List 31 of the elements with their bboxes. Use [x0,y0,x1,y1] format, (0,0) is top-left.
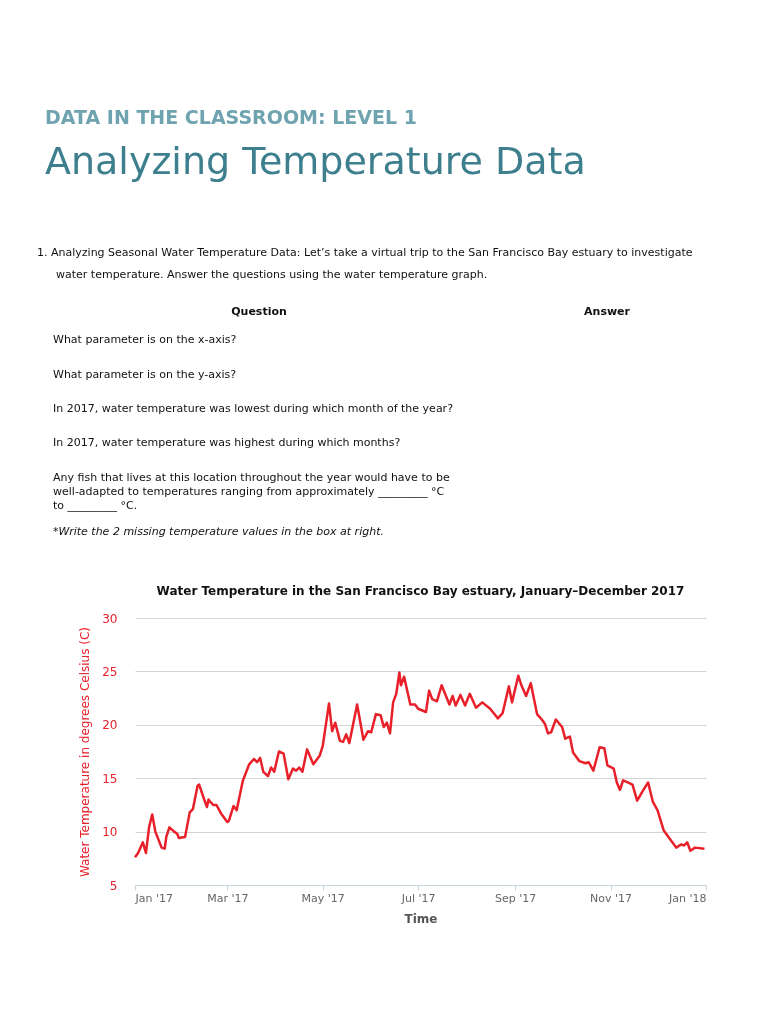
x-tick-label: Mar '17 [207,891,249,905]
text: Analyzing Temperature Data [45,139,586,183]
text: 1. Analyzing Seasonal Water Temperature Data: Let’s take a virtual trip to the San Francisco Bay estuary to investigate [37,246,693,259]
y-tick-label: 25 [102,664,118,679]
y-tick-label: 30 [102,611,118,626]
text: What parameter is on the y-axis? [53,368,237,381]
text: What parameter is on the x-axis? [53,333,237,346]
x-tick-label: Sep '17 [495,891,537,905]
text: *Write the 2 missing temperature values in the box at right. [53,525,384,538]
x-tick-label: May '17 [301,891,345,905]
text: to _________ °C. [53,499,138,512]
chart-title: Water Temperature in the San Francisco Bay estuary, January–December 2017 [156,584,685,598]
text: well-adapted to temperatures ranging from approximately _________ °C [53,485,445,498]
y-tick-label: 15 [102,771,118,786]
text: In 2017, water temperature was highest during which months? [53,436,401,449]
y-tick-label: 10 [102,825,118,840]
text: DATA IN THE CLASSROOM: LEVEL 1 [45,106,417,128]
text: water temperature. Answer the questions using the water temperature graph. [56,268,488,281]
line-series [133,671,706,859]
text: Question [231,305,287,318]
x-tick-label: Jul '17 [400,891,436,905]
text: Answer [584,305,631,318]
x-tick-label: Nov '17 [590,891,633,905]
text: In 2017, water temperature was lowest during which month of the year? [53,402,454,415]
x-tick-label: Jan '18 [668,891,707,905]
x-axis-title: Time [404,911,438,926]
y-tick-label: 20 [102,718,118,733]
text: Any fish that lives at this location throughout the year would have to be [53,471,450,484]
y-axis-title: Water Temperature in degrees Celsius (C) [78,626,93,878]
y-tick-label: 5 [109,878,118,893]
x-tick-label: Jan '17 [134,891,173,905]
